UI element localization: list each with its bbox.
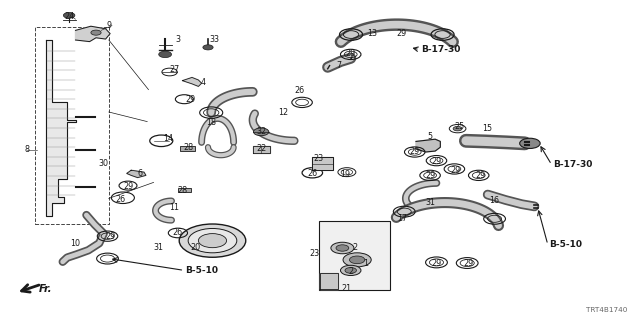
Polygon shape: [416, 139, 440, 152]
Text: 9: 9: [106, 21, 111, 30]
Bar: [178, 188, 191, 192]
Text: 10: 10: [70, 239, 81, 248]
Text: 6: 6: [137, 169, 142, 178]
Text: 2: 2: [348, 267, 353, 276]
Polygon shape: [182, 77, 202, 86]
Text: 22: 22: [256, 144, 266, 153]
Circle shape: [340, 265, 361, 276]
Text: 29: 29: [410, 148, 420, 156]
Text: 17: 17: [397, 214, 407, 223]
Circle shape: [331, 242, 354, 254]
Circle shape: [188, 228, 237, 253]
Text: 2: 2: [353, 244, 358, 252]
Text: 16: 16: [489, 196, 499, 205]
Text: 29: 29: [431, 157, 442, 166]
Bar: [180, 146, 195, 151]
Circle shape: [520, 138, 540, 148]
Polygon shape: [46, 40, 76, 216]
Text: 15: 15: [483, 124, 493, 133]
Polygon shape: [127, 170, 146, 178]
Text: B-5-10: B-5-10: [186, 266, 219, 275]
Text: 14: 14: [163, 134, 173, 143]
Circle shape: [63, 12, 75, 18]
Text: 29: 29: [105, 232, 115, 241]
Text: 24: 24: [64, 12, 74, 21]
Text: 11: 11: [169, 203, 179, 212]
Text: 33: 33: [209, 35, 220, 44]
Text: 26: 26: [307, 169, 317, 178]
Polygon shape: [320, 273, 338, 289]
Polygon shape: [312, 157, 333, 170]
Circle shape: [349, 256, 365, 264]
Text: 21: 21: [342, 284, 352, 293]
Text: B-17-30: B-17-30: [554, 160, 593, 169]
Text: 23: 23: [314, 154, 324, 163]
Text: 26: 26: [294, 86, 305, 95]
Circle shape: [198, 234, 227, 248]
Text: 25: 25: [454, 122, 465, 131]
Circle shape: [179, 224, 246, 257]
Text: 28: 28: [177, 186, 188, 195]
Text: 29: 29: [451, 166, 461, 175]
Text: B-5-10: B-5-10: [549, 240, 582, 249]
Text: 29: 29: [397, 29, 407, 38]
Text: Fr.: Fr.: [38, 284, 52, 294]
Text: 8: 8: [24, 145, 29, 154]
Text: 26: 26: [173, 228, 183, 237]
Polygon shape: [253, 146, 270, 153]
Bar: [319, 221, 390, 290]
Text: 29: 29: [425, 171, 435, 180]
Text: 12: 12: [278, 108, 288, 117]
Polygon shape: [76, 26, 110, 42]
Circle shape: [91, 30, 101, 35]
Text: B-17-30: B-17-30: [421, 45, 461, 54]
Circle shape: [203, 45, 213, 50]
Circle shape: [453, 126, 462, 131]
Circle shape: [345, 268, 356, 273]
Text: 29: 29: [186, 95, 196, 104]
Text: 31: 31: [154, 244, 164, 252]
Text: 5: 5: [428, 132, 433, 141]
Text: 29: 29: [123, 182, 133, 191]
Text: 13: 13: [367, 29, 378, 38]
Text: 4: 4: [201, 78, 206, 87]
Text: 29: 29: [431, 259, 442, 268]
Text: 27: 27: [169, 65, 179, 74]
Text: 28: 28: [184, 143, 194, 152]
Circle shape: [336, 245, 349, 251]
Text: 7: 7: [337, 61, 342, 70]
Text: 30: 30: [99, 159, 109, 168]
Circle shape: [253, 128, 269, 136]
Text: 1: 1: [364, 259, 369, 268]
Text: 29: 29: [475, 171, 485, 180]
Text: 31: 31: [425, 198, 435, 207]
Text: 29: 29: [346, 49, 356, 58]
Text: 32: 32: [256, 127, 266, 136]
Circle shape: [159, 51, 172, 58]
Text: 3: 3: [175, 35, 180, 44]
Text: 18: 18: [206, 118, 216, 127]
Bar: [35, 27, 109, 224]
Text: 19: 19: [340, 170, 351, 179]
Text: 26: 26: [115, 195, 125, 204]
Circle shape: [343, 253, 371, 267]
Text: 29: 29: [463, 260, 474, 268]
Text: TRT4B1740: TRT4B1740: [586, 307, 627, 313]
Text: 23: 23: [310, 249, 320, 258]
Text: 20: 20: [190, 243, 200, 252]
